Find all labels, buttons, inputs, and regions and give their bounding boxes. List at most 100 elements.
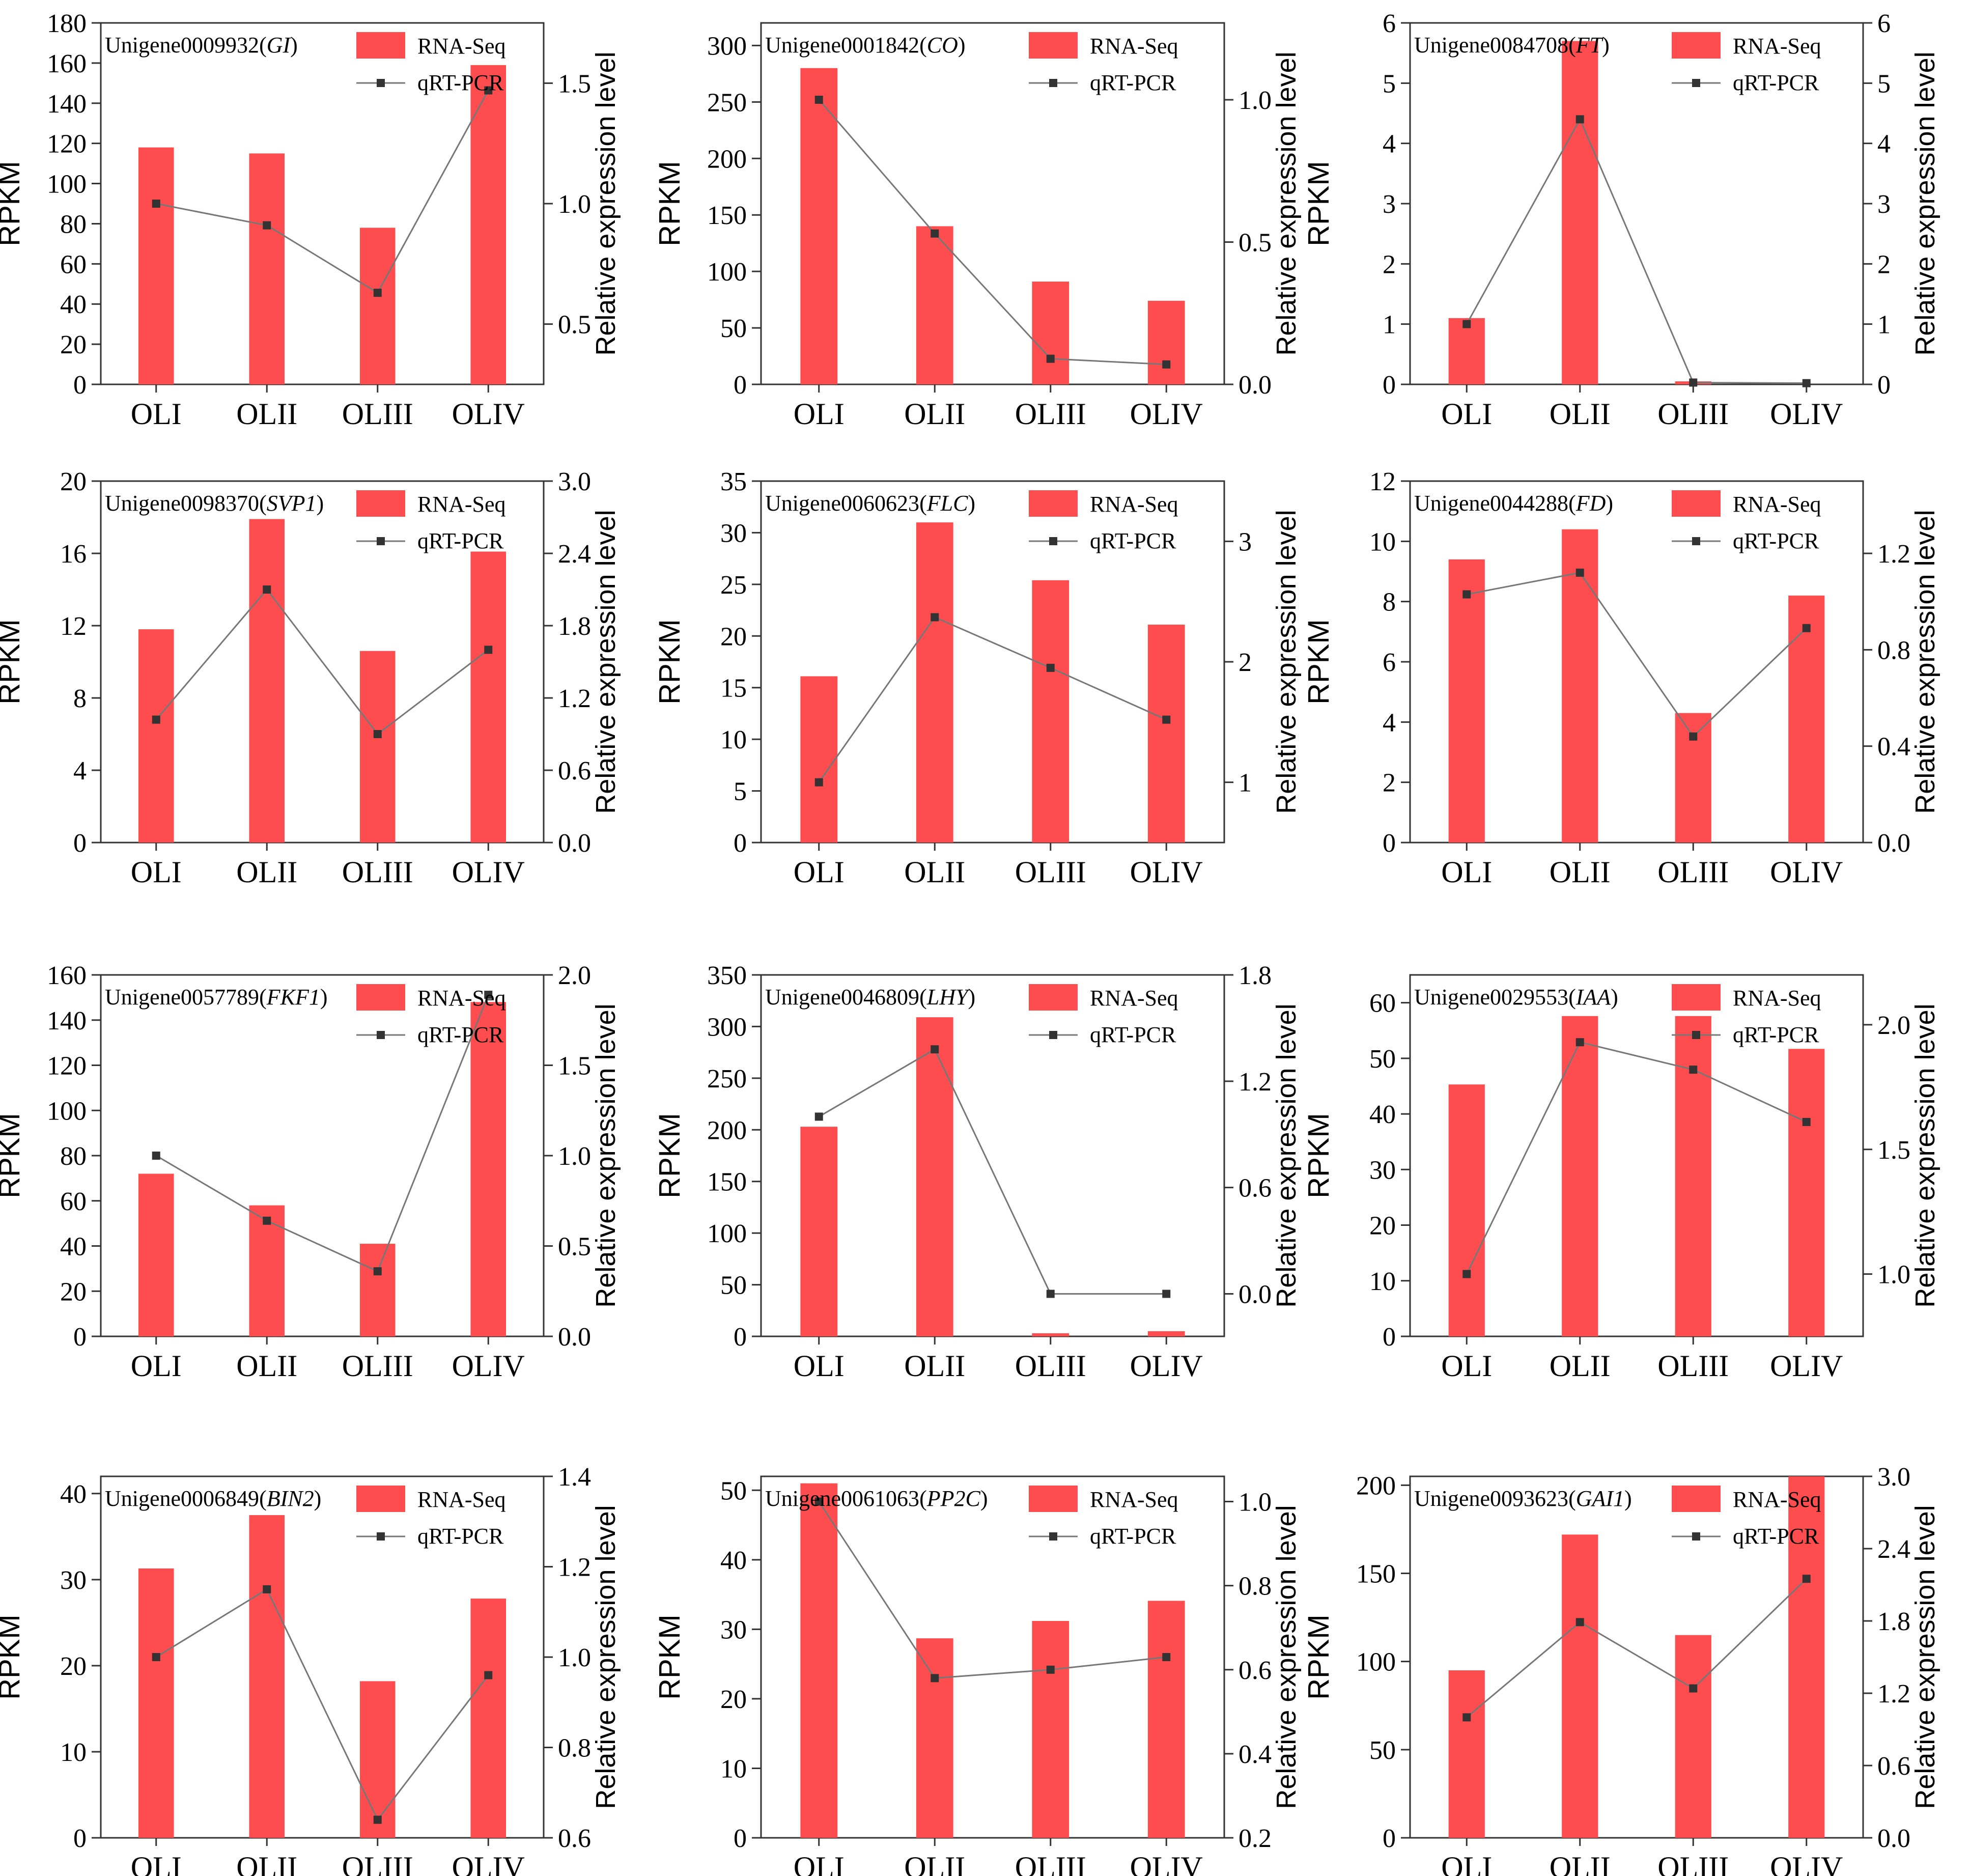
qrt-pcr-line [155,588,489,736]
rna-seq-bar [1788,1049,1825,1336]
y-tick-label: 6 [1383,9,1396,38]
y-tick-label: 180 [47,9,87,38]
unigene-id: Unigene0057789 [105,985,259,1010]
y-tick-label: 0 [73,1824,87,1853]
paren-open: ( [1568,1486,1576,1511]
paren-open: ( [259,491,267,516]
rna-seq-bar [470,551,506,843]
paren-close: ) [320,985,328,1010]
paren-open: ( [1568,491,1576,516]
y2-tick-label: 0.0 [1877,829,1910,858]
y-tick-label: 20 [720,622,747,651]
y2-tick-label: 0.2 [1239,1824,1272,1853]
rna-seq-bar [1788,595,1825,843]
legend-label-qrt-pcr: qRT-PCR [417,528,504,553]
y-tick-label: 0 [734,829,747,858]
y2-axis-title: Relative expression level [1910,1003,1940,1307]
rna-seq-bar [1675,1635,1711,1838]
rna-seq-bar [470,1599,506,1838]
legend-label-rna-seq: RNA-Seq [1090,492,1178,517]
panel-title: Unigene0093623(GAI1) [1414,1486,1632,1511]
legend-label-rna-seq: RNA-Seq [417,34,506,59]
qrt-pcr-point [931,1674,939,1683]
y-tick-label: 20 [60,330,87,359]
qrt-pcr-point [1162,1653,1171,1661]
y2-tick-label: 0.5 [558,311,591,340]
y-tick-label: 0 [73,1323,87,1352]
y-tick-label: 50 [720,314,747,343]
y2-tick-label: 0.4 [1239,1740,1272,1769]
qrt-pcr-line [1466,572,1807,738]
y-tick-label: 120 [47,1052,87,1081]
rna-seq-bar [138,1173,174,1336]
x-tick-label: OLIII [1015,397,1086,431]
y2-tick-label: 0.8 [1239,1572,1272,1601]
rna-seq-bar [1448,1084,1485,1336]
rna-seq-bar [1562,1534,1598,1838]
y2-axis-title: Relative expression level [590,510,621,814]
qrt-pcr-point [484,991,493,999]
paren-open: ( [259,1486,267,1511]
y-tick-label: 150 [1356,1559,1396,1588]
y-tick-label: 100 [47,170,87,199]
y-tick-label: 300 [707,32,747,61]
x-tick-label: OLIII [1015,1851,1086,1876]
legend-label-rna-seq: RNA-Seq [417,492,506,517]
qrt-pcr-point [931,1045,939,1054]
qrt-pcr-point [1462,1713,1471,1722]
y2-axis-title: Relative expression level [1271,510,1302,814]
y-tick-label: 0 [734,1824,747,1853]
chart-panel-ft: 0 1 2 3 4 5 6 0 1 2 3 4 5 6 OLI OLII OLIII OLIV RPKM Relati… [1302,9,1940,431]
rna-seq-bar [1562,529,1598,843]
y-tick-label: 140 [47,90,87,119]
y2-axis-title: Relative expression level [1910,51,1940,355]
x-tick-label: OLIV [452,1349,525,1383]
y-tick-label: 80 [60,210,87,239]
x-tick-label: OLII [1550,1349,1611,1383]
qrt-pcr-point [152,1152,160,1160]
y2-tick-label: 5 [1877,69,1891,98]
panel-title: Unigene0009932(GI) [105,33,298,58]
unigene-id: Unigene0046809 [765,985,919,1010]
x-tick-label: OLIII [342,1851,413,1876]
paren-close: ) [316,491,324,516]
x-tick-label: OLII [236,855,297,889]
legend-label-rna-seq: RNA-Seq [1733,492,1821,517]
gene-name: GAI1 [1576,1486,1624,1511]
y2-tick-label: 0.0 [558,1323,591,1352]
x-tick-label: OLI [794,855,845,889]
qrt-pcr-point [263,1216,271,1225]
y2-tick-label: 0.0 [1877,1824,1910,1853]
panel-title: Unigene0029553(IAA) [1414,985,1618,1010]
legend-label-rna-seq: RNA-Seq [1090,1487,1178,1512]
legend-marker-qrt-pcr [377,537,385,545]
qrt-pcr-point [1462,320,1471,328]
y2-tick-label: 0.5 [1239,228,1272,257]
rna-seq-bar [800,676,838,843]
x-tick-label: OLI [1441,1851,1492,1876]
legend-label-qrt-pcr: qRT-PCR [1733,70,1819,95]
y-tick-label: 160 [47,49,87,78]
legend-marker-qrt-pcr [1692,1532,1700,1541]
qrt-pcr-point [1046,663,1055,672]
y2-tick-label: 1 [1877,311,1891,340]
y2-tick-label: 1.0 [1239,86,1272,115]
y2-tick-label: 0.4 [1877,733,1910,762]
y2-axis-title: Relative expression level [1910,510,1940,814]
y2-tick-label: 1.5 [558,1052,591,1081]
qrt-pcr-point [1462,590,1471,599]
qrt-pcr-point [263,585,271,594]
rna-seq-bar [359,651,396,843]
y2-tick-label: 1.2 [1239,1068,1272,1097]
y2-tick-label: 0.6 [558,1824,591,1853]
y-tick-label: 16 [60,540,87,569]
qrt-pcr-point [1575,115,1584,124]
x-tick-label: OLI [131,1851,182,1876]
paren-open: ( [919,491,927,516]
y2-tick-label: 1.5 [1877,1136,1910,1165]
y2-tick-label: 1.0 [1877,1261,1910,1290]
legend-swatch-rna-seq [1672,490,1721,517]
gene-name: PP2C [926,1486,981,1511]
y-tick-label: 100 [707,1219,747,1248]
y-tick-label: 0 [734,371,747,400]
